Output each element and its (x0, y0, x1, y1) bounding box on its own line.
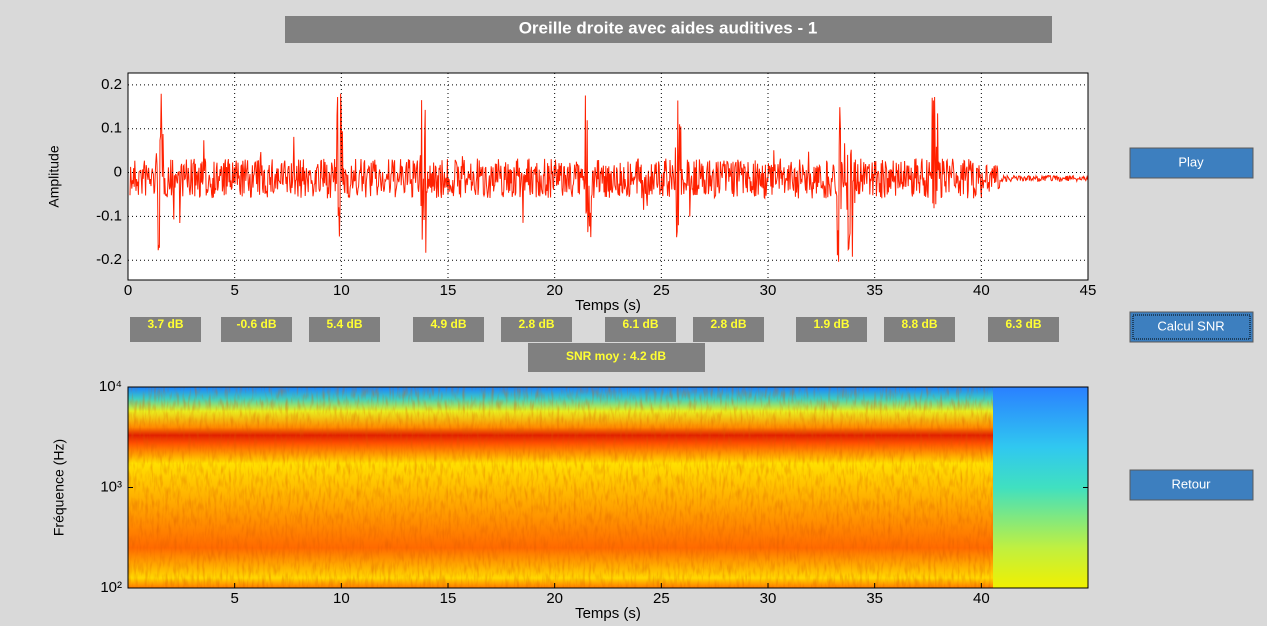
button-label[interactable]: Calcul SNR (1157, 318, 1224, 333)
x-tick-label: 20 (546, 282, 563, 299)
button-label[interactable]: Play (1178, 154, 1204, 169)
snr-box (988, 317, 1059, 342)
snr-value: 2.8 dB (710, 317, 746, 331)
y-tick-label: 10³ (100, 478, 122, 495)
axes-frame (127, 386, 1089, 589)
snr-mean: SNR moy : 4.2 dB (566, 349, 666, 363)
snr-value: 6.1 dB (622, 317, 658, 331)
x-tick-label: 40 (973, 590, 990, 607)
button-label[interactable]: Retour (1171, 476, 1211, 491)
snr-box (605, 317, 676, 342)
spectrogram-image (993, 387, 1088, 588)
x-tick-label: 10 (333, 590, 350, 607)
x-axis-label: Temps (s) (575, 297, 641, 314)
y-tick-label: 0 (114, 164, 122, 181)
snr-value: -0.6 dB (236, 317, 276, 331)
snr-box (413, 317, 484, 342)
y-tick-label: -0.2 (96, 251, 122, 268)
y-tick-label: 0.1 (101, 120, 122, 137)
axes-frame (127, 72, 1089, 281)
title: Oreille droite avec aides auditives - 1 (519, 18, 818, 37)
spectrogram-texture (128, 387, 993, 588)
snr-box (309, 317, 380, 342)
y-tick-label: -0.1 (96, 207, 122, 224)
x-tick-label: 25 (653, 590, 670, 607)
button[interactable] (1129, 469, 1254, 501)
snr-value: 3.7 dB (147, 317, 183, 331)
button[interactable] (1129, 311, 1254, 343)
snr-value: 6.3 dB (1005, 317, 1041, 331)
snr-box (796, 317, 867, 342)
focus-ring (1132, 314, 1251, 340)
x-axis-label: Temps (s) (575, 605, 641, 622)
snr-box (693, 317, 764, 342)
snr-value: 5.4 dB (326, 317, 362, 331)
x-tick-label: 35 (866, 282, 883, 299)
x-tick-label: 45 (1080, 282, 1097, 299)
x-tick-label: 15 (440, 590, 457, 607)
y-tick-label: 10⁴ (99, 378, 122, 395)
button[interactable] (1129, 147, 1254, 179)
x-tick-label: 5 (230, 282, 238, 299)
x-tick-label: 40 (973, 282, 990, 299)
snr-box (884, 317, 955, 342)
x-tick-label: 15 (440, 282, 457, 299)
x-tick-label: 20 (546, 590, 563, 607)
x-tick-label: 5 (230, 590, 238, 607)
snr-value: 1.9 dB (813, 317, 849, 331)
waveform (129, 93, 1089, 262)
snr-box (221, 317, 292, 342)
title-bar (285, 16, 1052, 43)
x-tick-label: 10 (333, 282, 350, 299)
y-axis-label: Amplitude (46, 145, 62, 207)
x-tick-label: 25 (653, 282, 670, 299)
snr-mean-box (528, 343, 705, 372)
x-tick-label: 0 (124, 282, 132, 299)
y-tick-label: 10² (100, 579, 122, 596)
x-tick-label: 35 (866, 590, 883, 607)
snr-value: 2.8 dB (518, 317, 554, 331)
snr-box (130, 317, 201, 342)
y-axis-label: Fréquence (Hz) (51, 439, 67, 536)
x-tick-label: 30 (760, 590, 777, 607)
x-tick-label: 30 (760, 282, 777, 299)
snr-value: 4.9 dB (430, 317, 466, 331)
snr-value: 8.8 dB (901, 317, 937, 331)
snr-box (501, 317, 572, 342)
y-tick-label: 0.2 (101, 76, 122, 93)
